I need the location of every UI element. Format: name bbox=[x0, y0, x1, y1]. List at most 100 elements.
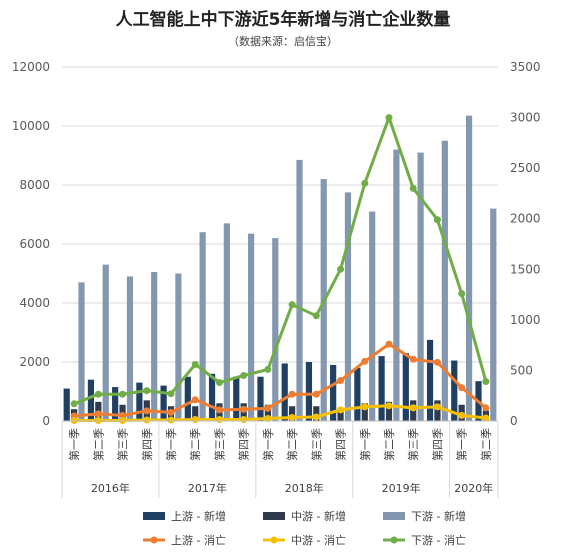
line-point bbox=[94, 390, 102, 398]
line-point bbox=[240, 371, 248, 379]
category-label: 第四季 bbox=[430, 428, 444, 461]
bar bbox=[112, 387, 119, 421]
line-point bbox=[458, 290, 466, 298]
right-axis-ticks: 0 500 1000 1500 2000 2500 3000 3500 bbox=[510, 60, 541, 428]
bar bbox=[417, 152, 424, 422]
chart-title: 人工智能上中下游近5年新增与消亡企业数量 bbox=[116, 9, 451, 30]
line-point bbox=[482, 404, 490, 412]
line-point bbox=[215, 415, 223, 423]
line-point bbox=[385, 114, 393, 122]
bar bbox=[434, 400, 441, 421]
bar bbox=[63, 388, 70, 421]
bar bbox=[272, 238, 279, 421]
bar bbox=[426, 339, 434, 421]
bar bbox=[126, 276, 134, 421]
left-tick-label: 8000 bbox=[19, 178, 50, 192]
bar bbox=[465, 115, 473, 422]
gridlines bbox=[62, 66, 498, 422]
bar bbox=[281, 363, 288, 421]
line-point bbox=[191, 396, 199, 404]
bar bbox=[369, 211, 376, 421]
line-point bbox=[240, 405, 248, 413]
line-point bbox=[191, 415, 199, 423]
bar bbox=[490, 208, 497, 421]
bar bbox=[330, 364, 337, 421]
category-label: 第三季 bbox=[406, 428, 420, 461]
category-label: 第一季 bbox=[455, 428, 469, 461]
line-point bbox=[119, 411, 127, 419]
bar bbox=[184, 376, 191, 421]
category-label: 第三季 bbox=[212, 428, 226, 461]
bar bbox=[87, 379, 95, 421]
bar bbox=[257, 376, 264, 421]
line-point bbox=[337, 406, 345, 414]
right-tick-label: 3000 bbox=[510, 111, 541, 125]
line-point bbox=[94, 416, 102, 424]
bar bbox=[305, 362, 313, 421]
line-point bbox=[385, 340, 393, 348]
right-tick-label: 1000 bbox=[510, 313, 541, 327]
line-point bbox=[385, 402, 393, 410]
line-point bbox=[482, 378, 490, 386]
line-point bbox=[433, 403, 441, 411]
right-tick-label: 2500 bbox=[510, 161, 541, 175]
bar bbox=[223, 223, 230, 421]
category-label: 第二季 bbox=[91, 428, 105, 461]
bar bbox=[337, 407, 344, 421]
line-point bbox=[143, 416, 151, 424]
right-tick-label: 1500 bbox=[510, 262, 541, 276]
line-point bbox=[361, 179, 369, 187]
category-label: 第三季 bbox=[116, 428, 130, 461]
legend-marker bbox=[390, 536, 398, 544]
line-point bbox=[312, 312, 320, 320]
line-point bbox=[94, 410, 102, 418]
bar bbox=[247, 233, 255, 421]
category-label: 第二季 bbox=[285, 428, 299, 461]
line-point bbox=[288, 301, 296, 309]
left-tick-label: 2000 bbox=[19, 355, 50, 369]
year-label: 2016年 bbox=[91, 481, 130, 495]
line-point bbox=[288, 390, 296, 398]
category-label: 第二季 bbox=[479, 428, 493, 461]
legend-label: 上游 - 消亡 bbox=[171, 533, 226, 547]
line-point bbox=[409, 355, 417, 363]
bar bbox=[451, 360, 458, 421]
line-point bbox=[215, 379, 223, 387]
line-point bbox=[191, 360, 199, 368]
line-point bbox=[70, 416, 78, 424]
category-label: 第一季 bbox=[67, 428, 81, 461]
line-point bbox=[70, 400, 78, 408]
year-label: 2019年 bbox=[382, 481, 421, 495]
line-point bbox=[288, 413, 296, 421]
legend-label: 下游 - 消亡 bbox=[411, 533, 466, 547]
bar bbox=[402, 353, 409, 421]
line-point bbox=[337, 265, 345, 273]
legend-swatch bbox=[263, 512, 285, 520]
series-line bbox=[73, 116, 488, 406]
line-point bbox=[264, 404, 272, 412]
bar bbox=[296, 159, 303, 422]
line-point bbox=[143, 407, 151, 415]
category-label: 第四季 bbox=[140, 428, 154, 461]
line-point bbox=[119, 390, 127, 398]
line-point bbox=[409, 404, 417, 412]
bar bbox=[441, 140, 448, 421]
bar bbox=[160, 385, 167, 421]
right-tick-label: 3500 bbox=[510, 60, 541, 74]
legend-label: 中游 - 消亡 bbox=[291, 533, 346, 547]
left-tick-label: 12000 bbox=[12, 60, 50, 74]
line-point bbox=[167, 416, 175, 424]
line-point bbox=[264, 365, 272, 373]
line-point bbox=[240, 415, 248, 423]
category-label: 第三季 bbox=[309, 428, 323, 461]
line-series bbox=[70, 114, 490, 424]
line-point bbox=[409, 184, 417, 192]
category-label: 第二季 bbox=[188, 428, 202, 461]
legend-label: 上游 - 新增 bbox=[171, 509, 226, 523]
bar bbox=[289, 406, 296, 421]
bar bbox=[199, 232, 206, 421]
series-line bbox=[73, 342, 487, 418]
legend-label: 中游 - 新增 bbox=[291, 509, 346, 523]
